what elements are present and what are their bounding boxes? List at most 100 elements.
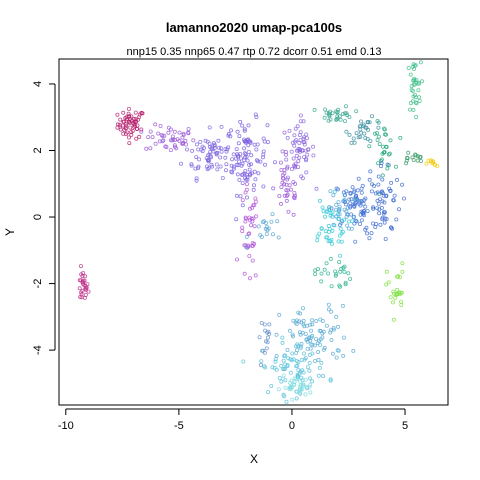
data-point bbox=[294, 377, 299, 382]
data-point bbox=[338, 253, 343, 258]
data-point bbox=[281, 367, 286, 372]
data-point bbox=[247, 231, 252, 236]
data-point bbox=[386, 280, 391, 285]
data-point bbox=[388, 138, 393, 143]
data-point bbox=[265, 140, 270, 145]
data-point bbox=[312, 358, 317, 363]
y-tick-label: -2 bbox=[32, 279, 44, 289]
data-point bbox=[317, 198, 322, 203]
data-point bbox=[259, 320, 264, 325]
data-point bbox=[343, 282, 348, 287]
data-point bbox=[382, 127, 387, 132]
data-point bbox=[380, 173, 385, 178]
data-point bbox=[253, 199, 258, 204]
data-point bbox=[398, 135, 403, 140]
data-point bbox=[376, 134, 381, 139]
data-point bbox=[178, 161, 183, 166]
data-point bbox=[234, 193, 239, 198]
data-point bbox=[205, 167, 210, 172]
data-point bbox=[294, 344, 299, 349]
data-point bbox=[148, 129, 153, 134]
data-point bbox=[254, 115, 259, 120]
data-point bbox=[247, 218, 252, 223]
data-point bbox=[363, 135, 368, 140]
data-point bbox=[344, 189, 349, 194]
data-point bbox=[324, 235, 329, 240]
data-point bbox=[292, 133, 297, 138]
data-point bbox=[395, 291, 400, 296]
data-point bbox=[281, 358, 286, 363]
data-point bbox=[391, 289, 396, 294]
data-point bbox=[410, 64, 415, 69]
data-point bbox=[416, 88, 421, 93]
data-point bbox=[244, 245, 249, 250]
data-point bbox=[371, 205, 376, 210]
data-point bbox=[383, 236, 388, 241]
data-point bbox=[336, 348, 341, 353]
data-point bbox=[388, 295, 393, 300]
data-point bbox=[365, 231, 370, 236]
data-point bbox=[139, 110, 144, 115]
data-point bbox=[305, 346, 310, 351]
data-point bbox=[184, 147, 189, 152]
data-point bbox=[288, 384, 293, 389]
data-point bbox=[380, 177, 385, 182]
data-point bbox=[270, 365, 275, 370]
data-point bbox=[312, 107, 317, 112]
data-point bbox=[330, 210, 335, 215]
x-tick-label: -5 bbox=[174, 420, 184, 432]
data-point bbox=[329, 241, 334, 246]
data-point bbox=[121, 131, 126, 136]
data-point bbox=[219, 124, 224, 129]
data-point bbox=[290, 332, 295, 337]
data-point bbox=[265, 123, 270, 128]
data-point bbox=[128, 125, 133, 130]
data-point bbox=[339, 231, 344, 236]
data-point bbox=[246, 232, 251, 237]
data-point bbox=[223, 168, 228, 173]
data-point bbox=[282, 353, 287, 358]
data-point bbox=[391, 198, 396, 203]
data-point bbox=[373, 224, 378, 229]
data-point bbox=[263, 328, 268, 333]
data-point bbox=[428, 158, 433, 163]
data-point bbox=[287, 328, 292, 333]
data-point bbox=[342, 217, 347, 222]
data-point bbox=[316, 349, 321, 354]
data-point bbox=[290, 397, 295, 402]
data-point bbox=[79, 295, 84, 300]
data-point bbox=[84, 287, 89, 292]
data-point bbox=[296, 159, 301, 164]
data-point bbox=[193, 166, 198, 171]
data-point bbox=[139, 129, 144, 134]
data-point bbox=[360, 212, 365, 217]
data-point bbox=[336, 200, 341, 205]
data-point bbox=[158, 124, 163, 129]
data-point bbox=[219, 149, 224, 154]
data-point bbox=[146, 135, 151, 140]
data-point bbox=[415, 154, 420, 159]
data-point bbox=[375, 198, 380, 203]
data-point bbox=[305, 152, 310, 157]
data-point bbox=[401, 196, 406, 201]
data-point bbox=[238, 156, 243, 161]
data-point bbox=[309, 328, 314, 333]
data-point bbox=[218, 155, 223, 160]
data-point bbox=[242, 127, 247, 132]
data-point bbox=[247, 162, 252, 167]
data-point bbox=[334, 355, 339, 360]
data-point bbox=[330, 351, 335, 356]
data-point bbox=[321, 373, 326, 378]
data-point bbox=[379, 189, 384, 194]
data-point bbox=[247, 215, 252, 220]
data-point bbox=[322, 267, 327, 272]
data-point bbox=[274, 332, 279, 337]
data-point bbox=[302, 140, 307, 145]
data-point bbox=[294, 351, 299, 356]
data-point bbox=[358, 212, 363, 217]
data-point bbox=[303, 392, 308, 397]
data-point bbox=[389, 225, 394, 230]
data-point bbox=[322, 115, 327, 120]
data-point bbox=[377, 142, 382, 147]
